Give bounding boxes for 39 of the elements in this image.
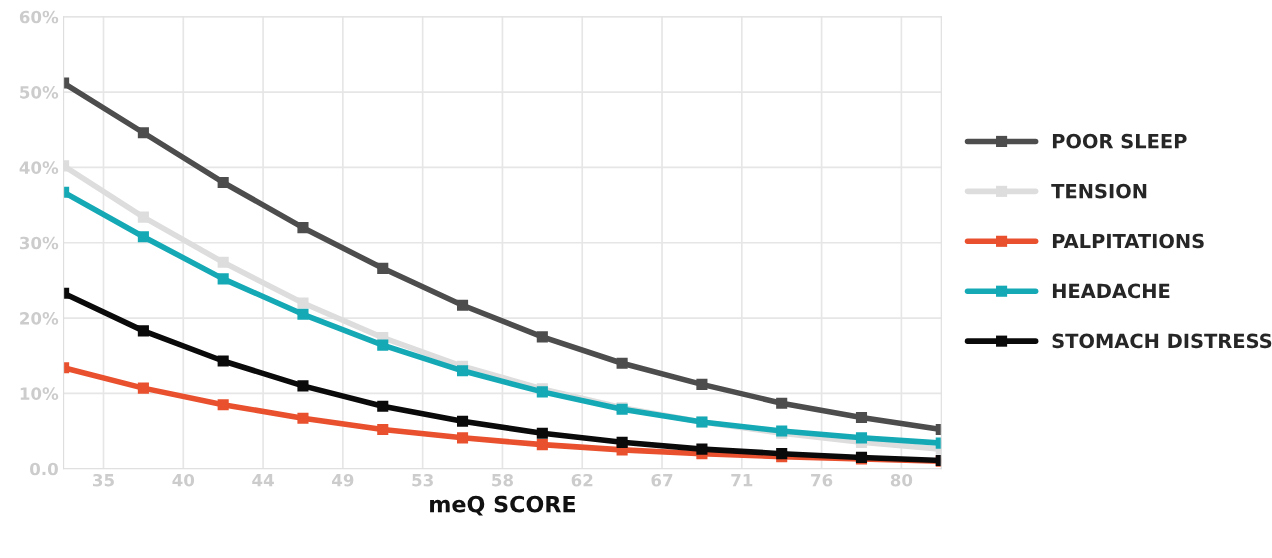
point xyxy=(536,439,548,451)
legend-label: HEADACHE xyxy=(1052,283,1170,299)
point xyxy=(137,382,149,394)
point xyxy=(297,380,309,392)
point xyxy=(137,127,149,139)
point xyxy=(377,423,389,436)
point xyxy=(616,357,628,369)
x-axis-title: meQ SCORE xyxy=(430,495,575,516)
legend-label: PALPITATIONS xyxy=(1052,233,1204,249)
point xyxy=(217,399,229,411)
point xyxy=(696,378,708,390)
point xyxy=(137,211,149,223)
point xyxy=(456,365,469,377)
point xyxy=(297,222,309,234)
point xyxy=(137,231,149,243)
point xyxy=(536,331,548,343)
point xyxy=(297,308,309,320)
legend-label: TENSION xyxy=(1051,183,1147,199)
point xyxy=(297,412,309,424)
point xyxy=(616,436,628,448)
point xyxy=(217,273,229,285)
point xyxy=(217,355,229,367)
point xyxy=(217,176,229,189)
point xyxy=(377,339,389,351)
point xyxy=(456,415,469,427)
point xyxy=(297,297,309,309)
point xyxy=(696,443,708,455)
point xyxy=(456,299,469,311)
point xyxy=(776,397,788,409)
legend-label: POOR SLEEP xyxy=(1052,133,1187,149)
point xyxy=(377,400,389,412)
point xyxy=(137,325,149,337)
point xyxy=(456,432,469,444)
point xyxy=(217,256,229,268)
point xyxy=(377,262,389,274)
point xyxy=(855,411,868,424)
point xyxy=(855,432,868,444)
point xyxy=(536,427,548,439)
legend-label: STOMACH DISTRESS xyxy=(1052,333,1272,349)
